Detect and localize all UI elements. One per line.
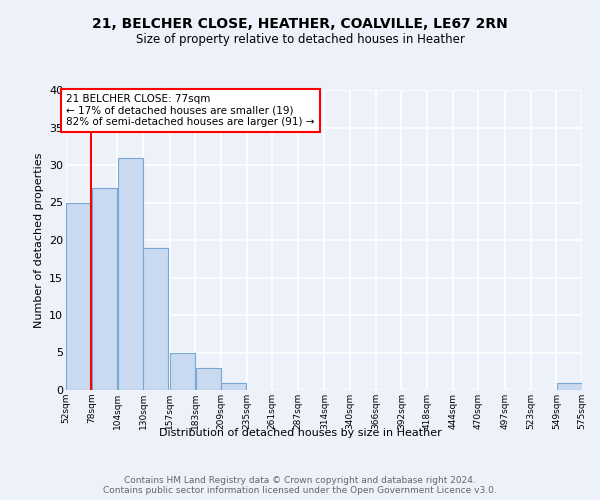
Text: Size of property relative to detached houses in Heather: Size of property relative to detached ho… (136, 32, 464, 46)
Bar (118, 158, 143, 390)
Bar (196, 368, 221, 390)
Text: 21 BELCHER CLOSE: 77sqm
← 17% of detached houses are smaller (19)
82% of semi-de: 21 BELCHER CLOSE: 77sqm ← 17% of detache… (67, 94, 315, 127)
Bar (221, 382, 246, 390)
Text: 21, BELCHER CLOSE, HEATHER, COALVILLE, LE67 2RN: 21, BELCHER CLOSE, HEATHER, COALVILLE, L… (92, 18, 508, 32)
Y-axis label: Number of detached properties: Number of detached properties (34, 152, 44, 328)
Bar (143, 248, 168, 390)
Bar (67, 202, 91, 390)
Text: Contains HM Land Registry data © Crown copyright and database right 2024.
Contai: Contains HM Land Registry data © Crown c… (103, 476, 497, 495)
Bar (557, 382, 581, 390)
Bar (170, 352, 195, 390)
Bar (92, 188, 117, 390)
Text: Distribution of detached houses by size in Heather: Distribution of detached houses by size … (158, 428, 442, 438)
